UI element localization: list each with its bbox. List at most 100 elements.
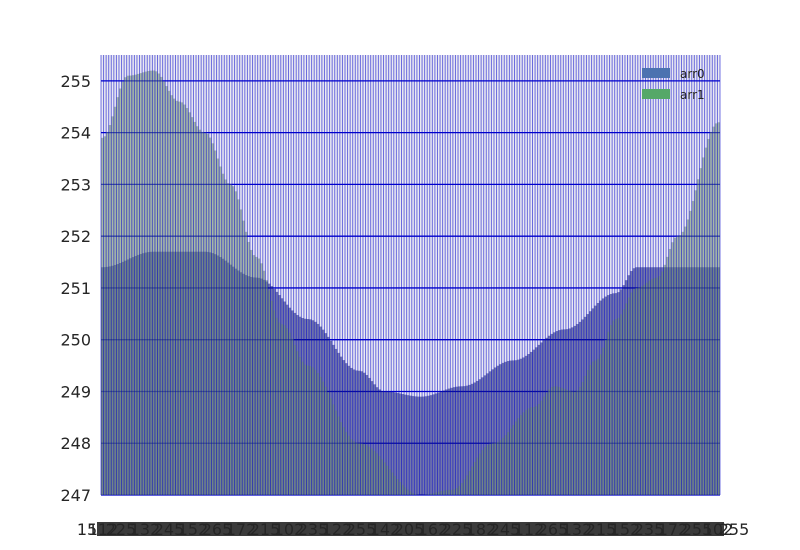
arr1-bar [648, 280, 651, 495]
arr0-bar [365, 375, 369, 495]
arr1-bar [468, 471, 471, 495]
arr1-bar [309, 366, 312, 495]
arr1-bar [118, 88, 122, 495]
arr1-bar [391, 472, 394, 495]
arr1-bar [522, 412, 525, 495]
arr1-bar [154, 71, 158, 495]
arr1-bar [501, 437, 505, 495]
arr1-bar [193, 121, 197, 496]
arr1-bar [666, 256, 669, 495]
arr1-bar [203, 132, 207, 495]
arr1-bar [362, 444, 366, 495]
y-tick-label: 253 [60, 175, 91, 194]
arr1-bar [583, 375, 587, 495]
arr0-bar [470, 383, 474, 495]
arr1-bar [563, 388, 566, 495]
arr1-bar [116, 97, 119, 496]
arr1-bar [260, 263, 263, 495]
y-tick-label: 254 [60, 124, 91, 143]
arr1-bar [684, 226, 687, 495]
arr1-bar [316, 373, 320, 495]
arr1-bar [696, 179, 700, 496]
y-tick-label: 249 [60, 382, 91, 401]
arr0-bar [488, 371, 492, 495]
arr1-bar [604, 339, 607, 495]
arr1-bar [478, 453, 482, 495]
arr0-bar [496, 365, 500, 495]
arr1-bar [244, 231, 248, 495]
arr1-bar [293, 344, 297, 495]
arr1-bar [432, 493, 435, 495]
arr1-bar [434, 492, 438, 495]
arr0-bar [501, 362, 505, 495]
arr1-bar [255, 256, 258, 495]
arr0-bar [409, 395, 412, 495]
arr1-bar [283, 325, 286, 495]
arr1-bar [165, 86, 168, 495]
arr1-bar [527, 408, 530, 495]
arr0-bar [450, 387, 453, 495]
arr1-bar [265, 280, 268, 495]
arr1-bar [347, 435, 351, 495]
arr1-bar [296, 351, 299, 495]
arr0-bar [362, 372, 366, 495]
arr1-bar [172, 98, 176, 496]
arr1-bar [678, 235, 682, 495]
x-tick-label: 255 [719, 520, 750, 539]
legend-swatch-arr0 [642, 68, 670, 78]
arr1-bar [691, 201, 695, 495]
arr0-bar [398, 393, 402, 495]
y-axis-ticks: 247 248 249 250 251 252 253 254 255 [60, 72, 91, 505]
arr1-bar [216, 158, 220, 495]
arr1-bar [437, 491, 441, 495]
arr0-bar [434, 393, 438, 495]
arr1-bar [406, 489, 410, 495]
arr1-bar [702, 157, 705, 495]
arr0-bar [357, 370, 361, 495]
arr1-bar [345, 431, 348, 495]
arr1-bar [481, 450, 484, 495]
arr0-bar [396, 392, 399, 495]
arr1-bar [275, 317, 279, 495]
arr0-bar [388, 391, 392, 495]
arr1-bar [334, 410, 338, 495]
arr1-bar [185, 107, 189, 496]
arr1-bar [121, 81, 125, 495]
arr1-bar [221, 173, 225, 496]
legend-swatch-arr1 [642, 89, 670, 99]
arr1-bar [660, 271, 664, 495]
arr1-bar [134, 74, 137, 495]
arr0-bar [460, 386, 464, 495]
arr1-bar [162, 81, 166, 495]
arr1-bar [663, 264, 667, 495]
arr1-bar [229, 184, 232, 495]
arr1-bar [676, 236, 679, 495]
arr1-bar [535, 406, 538, 495]
arr1-bar [514, 421, 518, 495]
arr1-bar [445, 490, 448, 495]
arr1-bar [357, 443, 361, 495]
arr1-bar [190, 117, 194, 496]
arr1-bar [429, 493, 433, 495]
arr0-bar [445, 389, 448, 495]
arr1-bar [409, 491, 412, 495]
arr0-bar [406, 395, 410, 495]
arr1-bar [298, 357, 302, 495]
arr1-bar [542, 396, 546, 495]
arr0-bar [427, 395, 430, 495]
arr1-bar [712, 126, 715, 495]
arr1-bar [599, 354, 602, 495]
arr0-bar [401, 394, 405, 495]
arr1-bar [586, 370, 590, 495]
arr1-bar [396, 479, 399, 495]
arr1-bar [249, 249, 253, 495]
y-tick-label: 247 [60, 486, 91, 505]
arr1-bar [609, 325, 613, 495]
arr1-bar [578, 386, 582, 495]
arr0-bar [370, 381, 374, 495]
arr1-bar [504, 435, 507, 495]
arr0-bar [447, 388, 451, 495]
arr1-bar [113, 106, 117, 495]
y-tick-label: 252 [60, 227, 91, 246]
arr1-bar [447, 489, 451, 495]
